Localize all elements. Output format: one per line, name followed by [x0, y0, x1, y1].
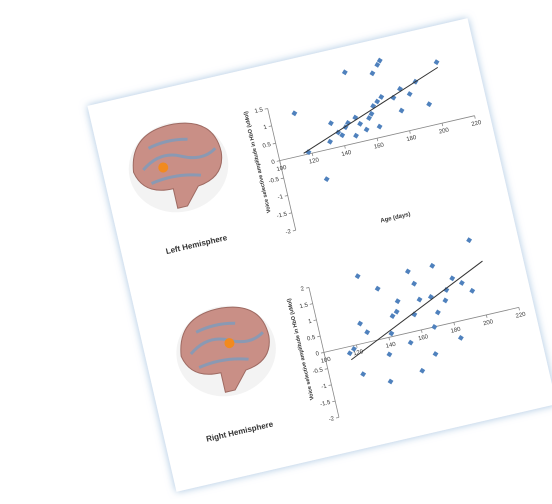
screenshot: -2-1.5-1-0.500.511.510012014016018020022…	[0, 0, 552, 499]
slide-card: -2-1.5-1-0.500.511.510012014016018020022…	[87, 18, 552, 492]
page: -2-1.5-1-0.500.511.510012014016018020022…	[0, 0, 552, 499]
card-background	[87, 18, 552, 492]
